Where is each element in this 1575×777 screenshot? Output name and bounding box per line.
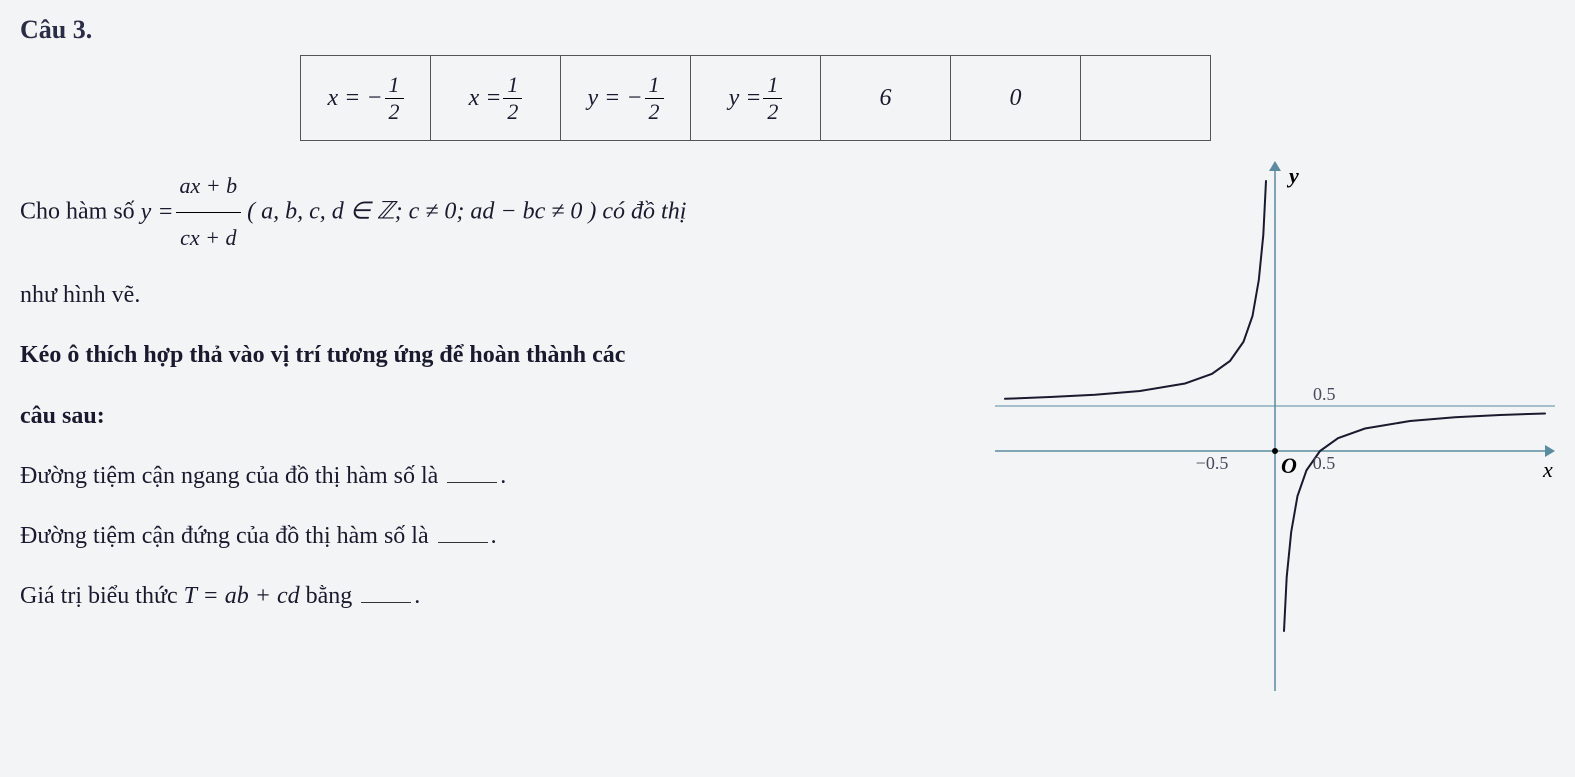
function-den: cx + d [176,213,242,264]
table-cell[interactable] [1081,56,1211,141]
cell-prefix: x = [469,85,502,112]
svg-text:y: y [1286,163,1299,188]
svg-text:O: O [1281,453,1297,478]
intro-text: Cho hàm số [20,199,141,225]
intro-line2: như hình vẽ. [20,268,965,323]
fraction-num: 1 [763,72,782,99]
fraction-den: 2 [385,99,404,125]
question-body: Cho hàm số y = ax + b cx + d ( a, b, c, … [20,161,965,691]
cell-prefix: y = [729,85,762,112]
fraction-num: 1 [645,72,664,99]
fill-line3-part1: Giá trị biểu thức [20,583,184,609]
table-cell[interactable]: 0 [951,56,1081,141]
fraction-den: 2 [763,99,782,125]
fill-line3-part2: bằng [306,583,359,609]
cell-prefix: x = − [327,85,382,112]
table-cell[interactable]: x = 1 2 [431,56,561,141]
table-cell[interactable]: y = 1 2 [691,56,821,141]
fill-line2: Đường tiệm cận đứng của đồ thị hàm số là [20,523,435,549]
function-lhs: y = [141,185,174,240]
answer-options-table: x = − 1 2 x = 1 2 y = − 1 2 [300,55,1211,141]
svg-text:0.5: 0.5 [1313,453,1336,473]
svg-text:0.5: 0.5 [1313,384,1336,404]
graph-svg: Oy x −0.5 0.5 0.5 [995,161,1555,691]
table-cell[interactable]: y = − 1 2 [561,56,691,141]
svg-text:−0.5: −0.5 [1196,453,1229,473]
function-graph: Oy x −0.5 0.5 0.5 [995,161,1555,691]
drop-target-1[interactable] [447,482,497,483]
fraction-den: 2 [503,99,522,125]
drop-target-3[interactable] [361,602,411,603]
question-title: Câu 3. [20,15,1555,45]
expression-T: T = ab + cd [184,583,300,609]
conditions-text: ( a, b, c, d ∈ ℤ; c ≠ 0; ad − bc ≠ 0 ) c… [247,199,686,225]
table-row: x = − 1 2 x = 1 2 y = − 1 2 [301,56,1211,141]
fraction-den: 2 [645,99,664,125]
svg-text:x: x [1542,457,1553,482]
fill-line1: Đường tiệm cận ngang của đồ thị hàm số l… [20,463,444,489]
table-cell[interactable]: 6 [821,56,951,141]
instruction-line2: câu sau: [20,389,965,444]
fraction-num: 1 [503,72,522,99]
instruction-line1: Kéo ô thích hợp thả vào vị trí tương ứng… [20,328,965,383]
drop-target-2[interactable] [438,542,488,543]
table-cell[interactable]: x = − 1 2 [301,56,431,141]
fraction-num: 1 [385,72,404,99]
function-num: ax + b [176,161,242,213]
cell-prefix: y = − [587,85,642,112]
